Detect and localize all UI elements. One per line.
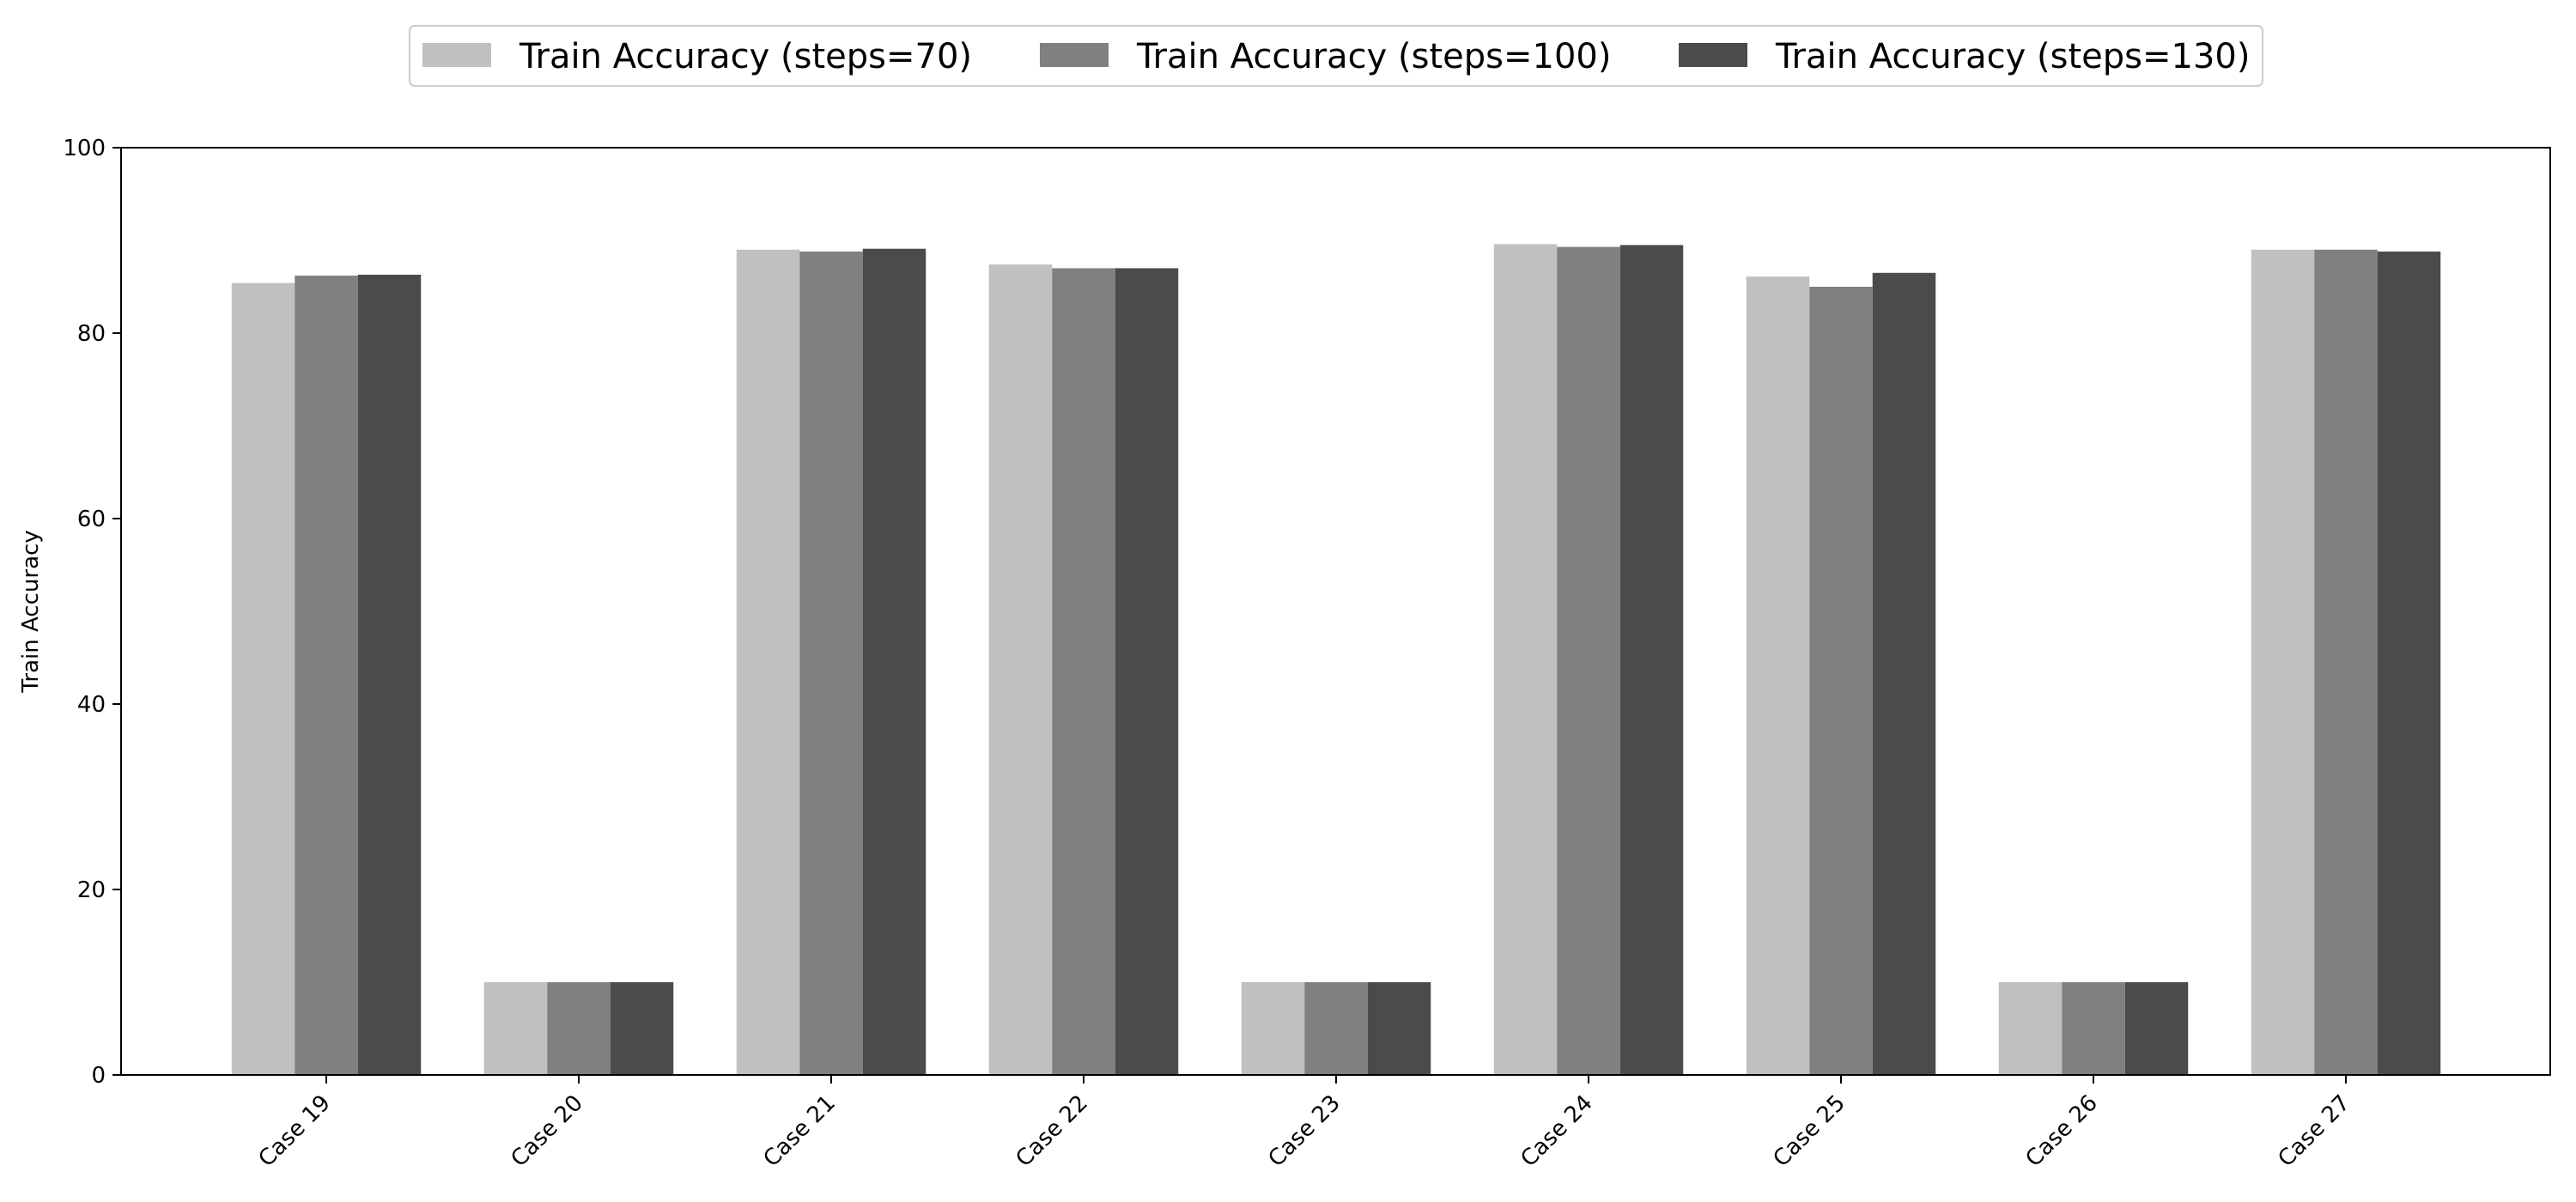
bar-case-27-series-1	[2251, 249, 2315, 1075]
bar-case-24-series-1	[1493, 244, 1558, 1075]
legend: Train Accuracy (steps=70) Train Accuracy …	[409, 25, 2263, 87]
bar-case-25-series-1	[1746, 276, 1810, 1075]
bars-group	[231, 244, 2441, 1076]
bar-case-22-series-3	[1115, 268, 1179, 1075]
bar-case-22-series-2	[1052, 268, 1115, 1075]
bar-case-27-series-3	[2377, 251, 2441, 1076]
x-tick-label: Case 26	[2021, 1090, 2103, 1172]
y-tick-label: 100	[63, 136, 106, 161]
y-tick-label: 0	[91, 1063, 106, 1089]
legend-swatch-3	[1679, 43, 1747, 67]
bar-case-21-series-3	[862, 248, 927, 1076]
bar-case-23-series-3	[1367, 982, 1431, 1075]
x-tick-label: Case 23	[1264, 1090, 1346, 1172]
y-tick-label: 20	[77, 877, 106, 903]
bar-case-20-series-1	[483, 982, 548, 1075]
legend-label-1: Train Accuracy (steps=70)	[519, 37, 972, 76]
legend-box	[409, 25, 2263, 87]
bar-case-19-series-3	[357, 274, 422, 1076]
bar-case-23-series-2	[1304, 982, 1368, 1075]
bar-case-26-series-1	[1998, 982, 2063, 1075]
y-tick-label: 60	[77, 507, 106, 532]
x-tick-label: Case 22	[1012, 1090, 1093, 1172]
legend-swatch-1	[422, 43, 491, 67]
bar-case-25-series-2	[1809, 287, 1873, 1075]
x-tick-label: Case 27	[2274, 1090, 2355, 1172]
y-axis: 0 20 40 60 80 100	[63, 136, 121, 1089]
legend-label-2: Train Accuracy (steps=100)	[1136, 37, 1611, 76]
x-tick-label: Case 24	[1516, 1090, 1598, 1172]
bar-case-24-series-2	[1557, 246, 1620, 1075]
bar-case-20-series-2	[547, 982, 611, 1075]
x-tick-label: Case 25	[1769, 1090, 1850, 1172]
bar-case-24-series-3	[1619, 245, 1684, 1075]
x-tick-label: Case 19	[254, 1090, 336, 1172]
legend-label-3: Train Accuracy (steps=130)	[1775, 37, 2250, 76]
bar-case-21-series-2	[799, 251, 863, 1076]
plot-frame	[120, 147, 2551, 1076]
bar-case-21-series-1	[736, 249, 800, 1075]
bar-case-19-series-1	[231, 282, 295, 1075]
legend-swatch-2	[1040, 43, 1109, 67]
y-axis-title: Train Accuracy	[18, 530, 44, 693]
x-axis: Case 19 Case 20 Case 21 Case 22 Case 23 Case …	[254, 1075, 2355, 1172]
y-tick-label: 40	[77, 692, 106, 718]
x-tick-label: Case 20	[507, 1090, 588, 1172]
bar-case-26-series-2	[2062, 982, 2125, 1075]
bar-case-19-series-2	[295, 276, 358, 1075]
bar-case-20-series-3	[610, 982, 674, 1075]
bar-case-26-series-3	[2124, 982, 2189, 1075]
y-tick-label: 80	[77, 321, 106, 347]
bar-case-23-series-1	[1241, 982, 1305, 1075]
x-tick-label: Case 21	[759, 1090, 841, 1172]
bar-case-25-series-3	[1872, 272, 1936, 1075]
bar-case-27-series-2	[2314, 249, 2378, 1075]
bar-case-22-series-1	[988, 264, 1053, 1076]
